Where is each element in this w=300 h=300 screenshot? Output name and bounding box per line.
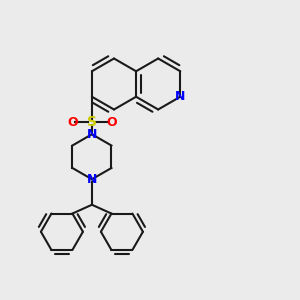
Text: N: N xyxy=(87,173,97,186)
Text: N: N xyxy=(87,128,97,141)
Text: S: S xyxy=(87,115,97,129)
Text: O: O xyxy=(106,116,117,129)
Text: N: N xyxy=(175,90,185,103)
Text: O: O xyxy=(67,116,78,129)
